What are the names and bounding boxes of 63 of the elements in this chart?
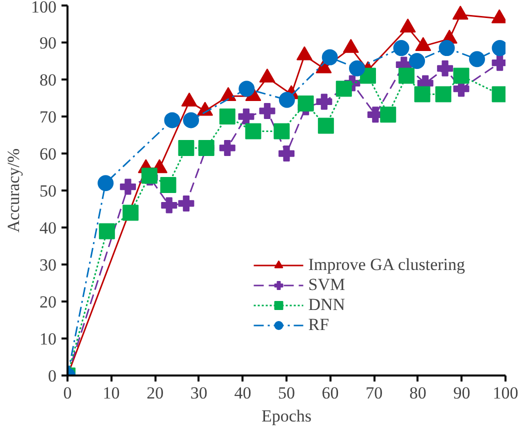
y-tick-label: 100: [31, 0, 56, 16]
point: [278, 92, 295, 108]
x-axis-title: Epochs: [261, 406, 312, 426]
point: [183, 112, 200, 128]
y-tick-label: 10: [40, 330, 56, 348]
point: [278, 146, 294, 162]
point: [161, 197, 178, 214]
point: [238, 80, 255, 97]
point: [219, 140, 236, 156]
point: [316, 94, 332, 110]
x-tick-label: 30: [190, 384, 208, 402]
point: [437, 60, 454, 76]
y-tick-label: 40: [40, 218, 56, 238]
point: [259, 102, 276, 119]
x-tick-label: 70: [366, 384, 383, 402]
point: [178, 195, 194, 212]
point: [336, 80, 352, 97]
point: [160, 176, 176, 193]
x-tick-label: 0: [63, 384, 72, 402]
point: [322, 49, 338, 66]
point: [349, 60, 366, 76]
y-axis-title: Accuracy/%: [4, 148, 23, 232]
point: [98, 175, 114, 192]
x-tick-label: 10: [102, 384, 120, 402]
point: [98, 223, 115, 240]
y-tick-label: 50: [40, 182, 56, 200]
point: [435, 86, 452, 102]
point: [414, 86, 430, 102]
x-tick-label: 20: [146, 384, 164, 402]
legend-label: DNN: [308, 295, 346, 315]
point: [120, 178, 136, 195]
point: [238, 108, 254, 124]
point: [245, 123, 262, 140]
point: [164, 112, 180, 128]
x-tick-label: 90: [453, 384, 470, 402]
x-tick-label: 40: [234, 384, 252, 402]
point: [453, 68, 470, 84]
y-tick-label: 30: [40, 256, 56, 274]
point: [318, 118, 334, 134]
point: [298, 96, 314, 112]
y-tick-label: 80: [40, 70, 56, 90]
y-tick-label: 90: [40, 34, 56, 52]
point: [393, 40, 410, 56]
legend-label: SVM: [308, 275, 346, 295]
point: [274, 123, 290, 140]
point: [380, 106, 396, 123]
x-tick-label: 80: [409, 384, 426, 402]
y-tick-label: 20: [40, 292, 56, 312]
x-tick-label: 50: [278, 384, 295, 402]
legend-label: RF: [308, 315, 330, 335]
point: [122, 204, 139, 221]
point: [398, 68, 415, 84]
y-tick-label: 0: [48, 366, 56, 386]
point: [409, 53, 426, 69]
point: [438, 40, 455, 56]
x-tick-label: 60: [322, 384, 339, 402]
x-tick-label: 100: [492, 384, 518, 402]
point: [469, 51, 486, 68]
legend-label: Improve GA clustering: [308, 255, 465, 275]
y-tick-label: 70: [40, 108, 56, 126]
point: [219, 108, 236, 124]
y-tick-label: 60: [40, 144, 56, 164]
point: [178, 140, 194, 156]
